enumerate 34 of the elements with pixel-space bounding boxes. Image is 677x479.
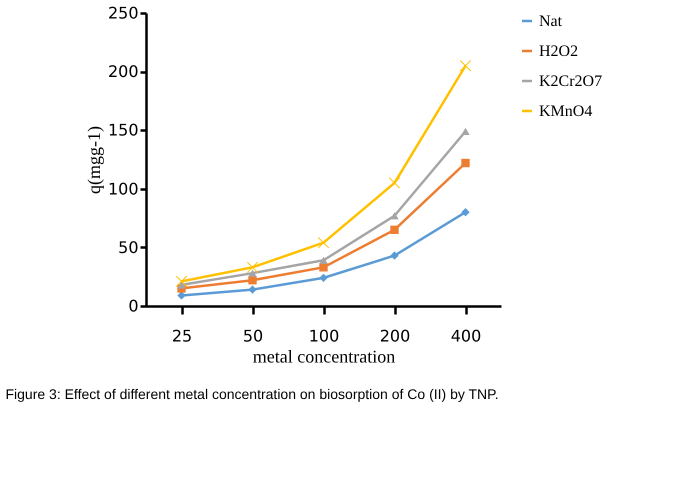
legend-label: KMnO4 — [539, 103, 592, 120]
y-tick-label: 0 — [128, 296, 138, 316]
y-tick-label: 50 — [118, 238, 138, 257]
point — [319, 256, 328, 264]
y-tick-label: 100 — [108, 179, 138, 198]
x-tick-label: 100 — [308, 326, 340, 346]
point — [461, 158, 470, 168]
y-tick-label: 250 — [108, 4, 138, 22]
point — [390, 226, 399, 234]
point — [248, 270, 257, 277]
x-tick-label: 400 — [450, 326, 482, 346]
point — [390, 212, 399, 220]
x-tick-label: 50 — [242, 326, 264, 346]
point — [319, 274, 328, 282]
point — [461, 128, 470, 135]
point — [246, 262, 258, 274]
legend-label: H2O2 — [539, 43, 578, 60]
point — [460, 60, 472, 72]
point — [248, 285, 257, 294]
point — [388, 177, 400, 189]
x-tick-label: 25 — [172, 326, 192, 346]
point — [318, 236, 330, 248]
x-axis-title: metal concentration — [252, 346, 396, 366]
legend-label: K2Cr2O7 — [539, 73, 602, 90]
x-tick-label: 200 — [380, 326, 410, 346]
point — [176, 276, 188, 288]
y-axis-title: q(mgg-1) — [84, 126, 104, 194]
point — [177, 281, 186, 289]
point — [461, 208, 470, 216]
legend-label: Nat — [539, 13, 563, 30]
point — [390, 251, 399, 260]
y-tick-label: 150 — [108, 120, 138, 140]
caption: Figure 3: Effect of different metal concentration on biosorption of Co (II) by TNP. — [5, 386, 499, 402]
y-tick-label: 200 — [108, 62, 138, 82]
